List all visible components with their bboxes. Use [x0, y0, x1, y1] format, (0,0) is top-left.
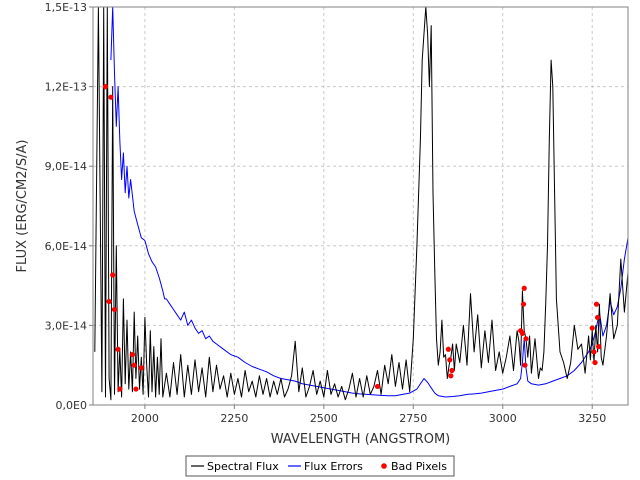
x-tick-label: 3000: [489, 412, 517, 425]
x-tick-label: 2750: [399, 412, 427, 425]
plot-area: [92, 6, 629, 406]
legend-swatch-bad-pixels: [381, 463, 387, 469]
bad-pixel-point: [106, 298, 112, 305]
bad-pixel-point: [523, 336, 529, 342]
bad-pixel-point: [448, 373, 454, 379]
bad-pixel-point: [592, 359, 598, 366]
legend-box: [185, 455, 455, 477]
bad-pixel-point: [445, 346, 451, 352]
bad-pixel-point: [594, 314, 601, 321]
y-tick-label: 6,0E-14: [45, 240, 87, 253]
legend: Spectral Flux Flux Errors Bad Pixels: [185, 455, 455, 477]
y-tick-label: 1,2E-13: [45, 81, 87, 94]
bad-pixel-point: [447, 357, 453, 363]
bad-pixel-point: [520, 301, 527, 307]
bad-pixel-point: [111, 306, 118, 313]
spectral-flux-line: [94, 7, 628, 401]
bad-pixel-point: [138, 365, 144, 371]
y-tick-label: 9,0E-14: [45, 160, 87, 173]
x-tick-label: 2000: [131, 412, 159, 425]
series-layer: [94, 7, 628, 401]
flux-errors-line: [110, 7, 628, 398]
legend-label-flux-errors: Flux Errors: [304, 460, 363, 473]
bad-pixel-point: [131, 362, 137, 368]
bad-pixel-point: [374, 383, 381, 390]
bad-pixel-point: [521, 285, 527, 291]
bad-pixel-point: [108, 94, 114, 100]
bad-pixel-point: [519, 330, 526, 336]
x-tick-label: 2250: [220, 412, 248, 425]
y-tick-label: 1,5E-13: [45, 1, 87, 14]
legend-label-spectral-flux: Spectral Flux: [207, 460, 279, 473]
bad-pixel-point: [102, 84, 109, 90]
bad-pixel-point: [589, 325, 595, 331]
bad-pixel-point: [449, 367, 455, 374]
bad-pixel-point: [596, 344, 602, 350]
x-axis-title: WAVELENGTH (ANGSTROM): [271, 432, 450, 447]
bad-pixel-point: [117, 386, 123, 392]
x-axis: 2000 2250 2500 2750 3000 3250: [131, 405, 606, 425]
x-tick-label: 2500: [310, 412, 338, 425]
bad-pixel-point: [129, 351, 135, 358]
y-axis-title: FLUX (ERG/CM2/S/A): [15, 140, 30, 273]
bad-pixel-point: [115, 346, 121, 352]
x-tick-label: 3250: [578, 412, 606, 425]
bad-pixel-point: [522, 362, 528, 368]
plot-background: [93, 7, 628, 405]
y-axis: 0,0E0 3,0E-14 6,0E-14 9,0E-14 1,2E-13 1,5E-13: [45, 1, 93, 412]
y-tick-label: 3,0E-14: [45, 319, 87, 332]
bad-pixel-point: [133, 386, 139, 392]
plot-frame: [92, 6, 629, 406]
bad-pixel-point: [110, 272, 116, 278]
y-tick-label: 0,0E0: [56, 399, 87, 412]
legend-label-bad-pixels: Bad Pixels: [391, 460, 447, 473]
bad-pixel-point: [593, 301, 600, 307]
bad-pixel-point: [591, 349, 597, 355]
